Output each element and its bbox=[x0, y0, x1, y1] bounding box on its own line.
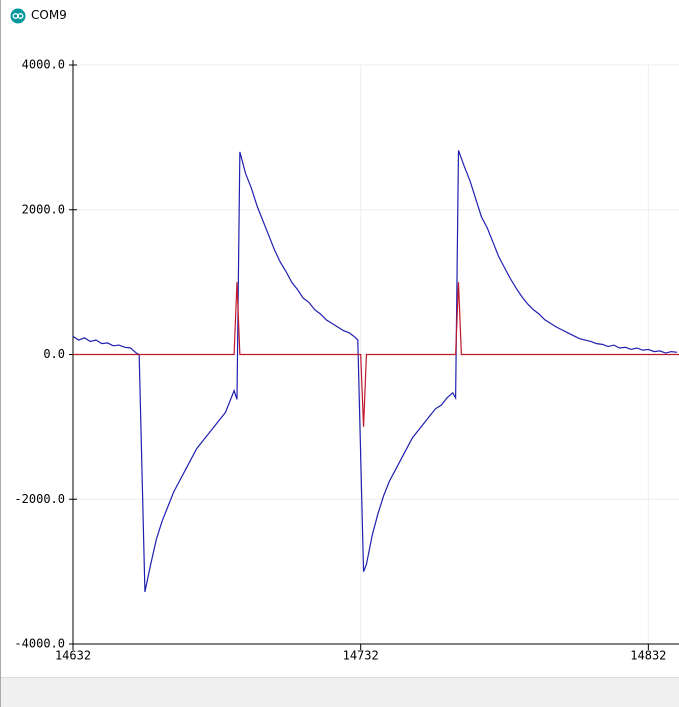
y-tick-label: -4000.0 bbox=[14, 637, 65, 651]
app-icon bbox=[10, 8, 26, 24]
x-tick-label: 14632 bbox=[55, 649, 91, 663]
window-title: COM9 bbox=[31, 8, 67, 22]
x-tick-label: 14832 bbox=[630, 649, 666, 663]
y-tick-label: 4000.0 bbox=[22, 58, 65, 72]
y-tick-label: 0.0 bbox=[43, 347, 65, 361]
y-tick-label: 2000.0 bbox=[22, 202, 65, 216]
series-line bbox=[72, 150, 678, 593]
title-bar: COM9 bbox=[1, 0, 679, 32]
plot: -4000.0 -2000.0 0.0 2000.0 4000.0 14632 14732 1… bbox=[14, 58, 679, 663]
x-tick-label: 14732 bbox=[343, 649, 379, 663]
bottom-bar bbox=[1, 677, 679, 707]
series-line bbox=[73, 282, 679, 427]
y-tick-label: -2000.0 bbox=[14, 492, 65, 506]
